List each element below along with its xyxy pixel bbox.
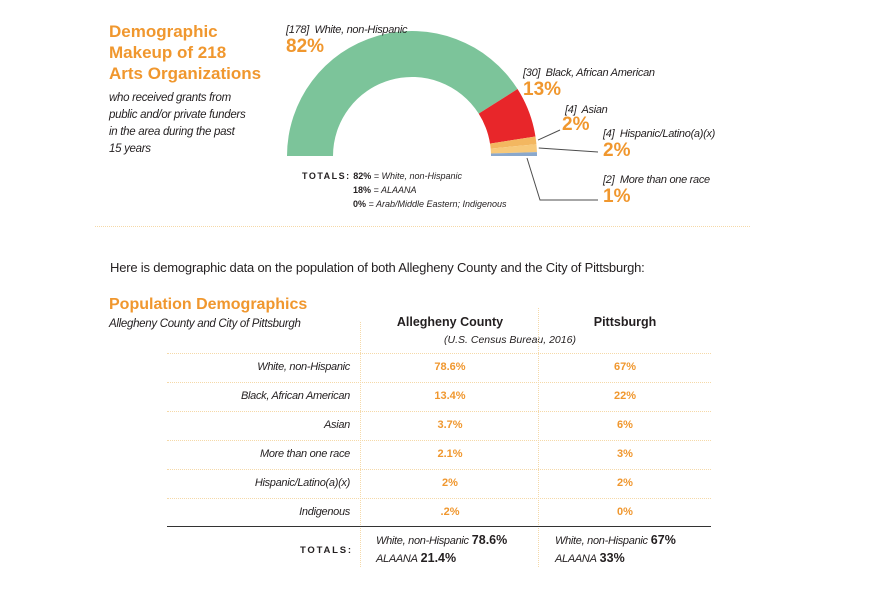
slice-label-multirace: [2] More than one race 1% — [603, 174, 710, 208]
totals-white-label: White, non-Hispanic — [376, 535, 469, 547]
section-divider — [95, 226, 750, 227]
title-line: Arts Organizations — [109, 64, 262, 83]
table-totals-label: TOTALS: — [300, 545, 353, 556]
totals-cell-pittsburgh: White, non-Hispanic 67% ALAANA 33% — [555, 532, 676, 568]
percent-label: 13% — [523, 79, 562, 100]
row-divider — [167, 469, 711, 470]
slice-black — [478, 89, 536, 144]
totals-white-value: 78.6% — [471, 533, 508, 547]
totals-rule — [167, 526, 711, 527]
cell-pittsburgh: 6% — [617, 419, 633, 431]
leader-asian — [537, 129, 561, 141]
column-header-pittsburgh: Pittsburgh — [593, 315, 657, 329]
subtitle-line: public and/or private funders — [109, 109, 246, 121]
percent-label: 2% — [562, 114, 590, 135]
totals-value: 0% — [353, 199, 367, 209]
category-label: White, non-Hispanic — [314, 24, 408, 36]
intro-text: Here is demographic data on the populati… — [110, 260, 645, 275]
totals-alaana-label: ALAANA — [555, 553, 597, 565]
row-divider — [167, 498, 711, 499]
table-source: (U.S. Census Bureau, 2016) — [444, 334, 576, 346]
column-header-allegheny: Allegheny County — [396, 315, 504, 329]
totals-text: = White, non-Hispanic — [373, 171, 463, 181]
count-label: [4] — [603, 128, 615, 140]
percent-label: 2% — [603, 140, 631, 161]
slice-hispanic — [490, 144, 537, 154]
title-line: Makeup of 218 — [109, 43, 227, 62]
category-label: Hispanic/Latino(a)(x) — [619, 128, 716, 140]
category-label: More than one race — [619, 174, 710, 186]
row-divider — [167, 382, 711, 383]
totals-alaana-value: 21.4% — [420, 551, 457, 565]
cell-allegheny: 2% — [442, 477, 458, 489]
cell-allegheny: 13.4% — [434, 390, 466, 402]
row-label: White, non-Hispanic — [257, 361, 350, 373]
percent-label: 1% — [603, 186, 631, 207]
count-label: [178] — [286, 24, 309, 36]
totals-text: = ALAANA — [373, 185, 417, 195]
table-title: Population Demographics — [109, 296, 308, 313]
totals-cell-allegheny: White, non-Hispanic 78.6% ALAANA 21.4% — [376, 532, 507, 568]
totals-value: 82% — [353, 171, 372, 181]
table-subtitle: Allegheny County and City of Pittsburgh — [109, 318, 301, 330]
count-label: [2] — [603, 174, 615, 186]
row-label: Indigenous — [299, 506, 350, 518]
donut-totals: TOTALS: 82% = White, non-Hispanic 18% = … — [302, 169, 507, 211]
slice-label-white: [178] White, non-Hispanic 82% — [286, 24, 408, 58]
row-label: Asian — [323, 419, 350, 431]
slice-asian — [490, 136, 537, 149]
donut-subtitle: who received grants from public and/or p… — [109, 90, 309, 158]
cell-pittsburgh: 2% — [617, 477, 633, 489]
cell-allegheny: 3.7% — [437, 419, 463, 431]
totals-alaana-value: 33% — [599, 551, 625, 565]
cell-allegheny: 78.6% — [434, 361, 466, 373]
row-divider — [167, 353, 711, 354]
cell-allegheny: .2% — [440, 506, 460, 518]
slice-white — [287, 30, 518, 157]
percent-label: 82% — [286, 36, 325, 57]
subtitle-line: who received grants from — [109, 92, 231, 104]
donut-title: Demographic Makeup of 218 Arts Organizat… — [109, 21, 261, 84]
category-label: Black, African American — [545, 67, 655, 79]
cell-pittsburgh: 22% — [613, 390, 637, 402]
cell-allegheny: 2.1% — [437, 448, 463, 460]
totals-alaana-label: ALAANA — [376, 553, 418, 565]
row-label: Black, African American — [240, 390, 350, 402]
category-label: Asian — [581, 104, 608, 116]
donut-chart — [287, 30, 599, 201]
slice-label-black: [30] Black, African American 13% — [523, 67, 655, 101]
row-label: More than one race — [260, 448, 350, 460]
totals-value: 18% — [353, 185, 372, 195]
leader-multirace — [526, 157, 598, 201]
cell-pittsburgh: 3% — [617, 448, 633, 460]
slice-label-hispanic: [4] Hispanic/Latino(a)(x) 2% — [603, 128, 715, 162]
title-line: Demographic — [109, 22, 218, 41]
slice-multirace — [490, 152, 537, 156]
totals-text: = Arab/Middle Eastern; Indigenous — [368, 199, 507, 209]
leader-hispanic — [538, 147, 599, 153]
cell-pittsburgh: 67% — [613, 361, 637, 373]
subtitle-line: 15 years — [109, 143, 151, 155]
column-divider — [360, 322, 361, 567]
count-label: [4] — [565, 104, 577, 116]
count-label: [30] — [523, 67, 541, 79]
row-divider — [167, 411, 711, 412]
totals-white-label: White, non-Hispanic — [555, 535, 648, 547]
column-divider — [538, 308, 539, 567]
cell-pittsburgh: 0% — [617, 506, 633, 518]
row-divider — [167, 440, 711, 441]
row-label: Hispanic/Latino(a)(x) — [254, 477, 350, 489]
totals-white-value: 67% — [650, 533, 676, 547]
totals-label: TOTALS: — [302, 171, 351, 181]
subtitle-line: in the area during the past — [109, 126, 235, 138]
slice-label-asian: [4] Asian 2% — [562, 104, 608, 136]
